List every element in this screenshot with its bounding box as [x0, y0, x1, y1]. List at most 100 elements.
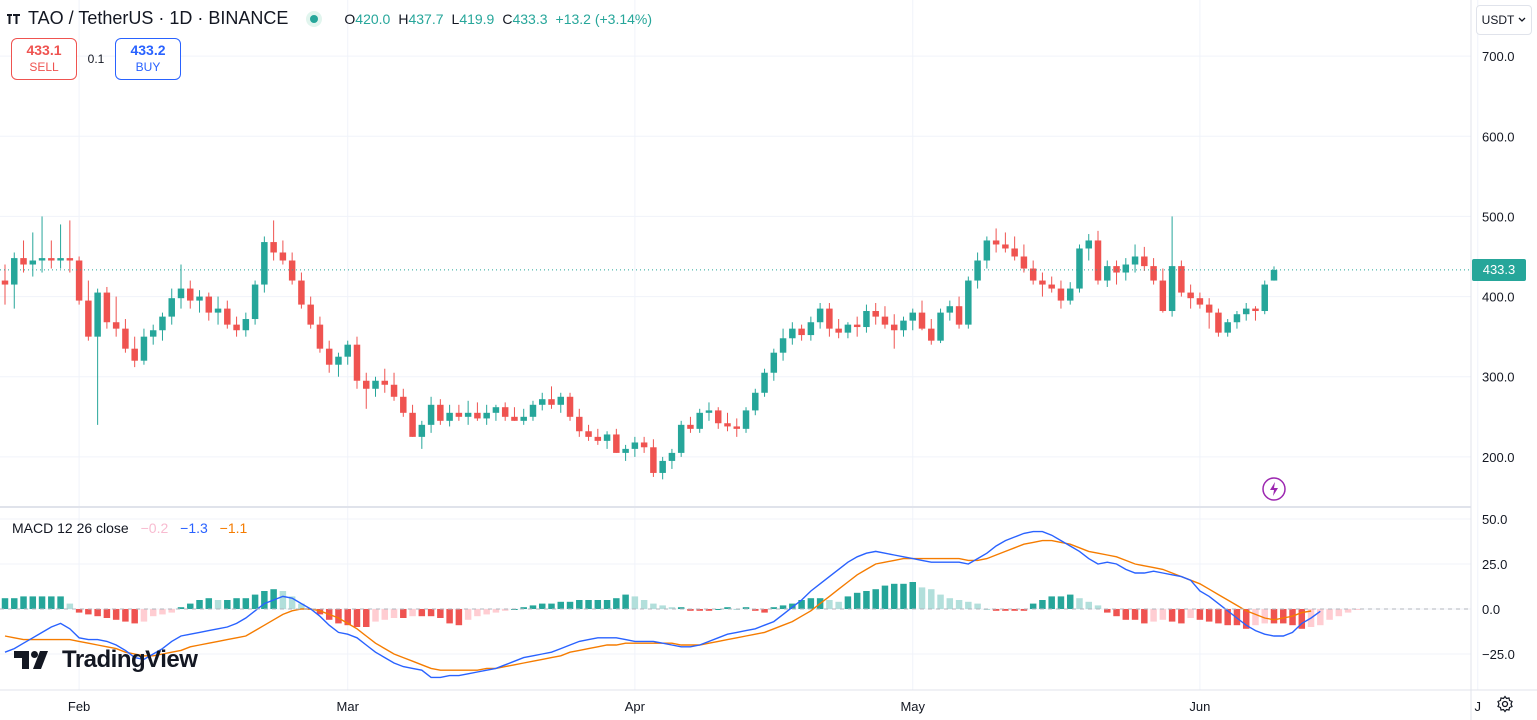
candle-body [298, 280, 305, 305]
candle-body [1, 280, 9, 285]
candle-body [344, 344, 351, 357]
macd-histogram-bar [844, 596, 852, 609]
macd-histogram-bar [29, 596, 37, 609]
candle-body [363, 380, 370, 389]
macd-histogram-bar [381, 609, 389, 620]
macd-histogram-bar [807, 598, 815, 609]
candle-body [1261, 284, 1268, 312]
symbol-title[interactable]: TAO / TetherUS · 1D · BINANCE [28, 8, 289, 28]
candle-body [1252, 308, 1259, 312]
macd-histogram-bar [224, 600, 231, 609]
macd-histogram-bar [1205, 609, 1213, 622]
candle-body [668, 452, 676, 461]
macd-histogram-bar [409, 609, 416, 617]
macd-tick-label: 0.0 [1482, 602, 1500, 617]
macd-histogram-bar [1233, 609, 1241, 626]
macd-histogram-bar [955, 600, 963, 609]
candle-body [1196, 298, 1204, 305]
candle-body [992, 240, 1000, 245]
gear-icon[interactable] [1496, 695, 1514, 713]
candle-body [1104, 266, 1111, 281]
macd-histogram-bar [881, 585, 889, 609]
candle-body [983, 240, 991, 261]
macd-histogram-bar [613, 598, 620, 609]
macd-histogram-bar [631, 596, 639, 609]
candle-body [103, 292, 111, 323]
candle-body [140, 336, 148, 361]
candle-body [353, 344, 361, 381]
candle-body [279, 252, 287, 261]
candle-body [1224, 322, 1231, 333]
macd-histogram-bar [1354, 609, 1361, 610]
macd-histogram-bar [1289, 609, 1296, 626]
macd-histogram-bar [594, 600, 602, 609]
candle-body [538, 399, 546, 405]
macd-histogram-bar [1335, 609, 1343, 617]
lightning-icon[interactable] [1262, 477, 1286, 501]
macd-histogram-bar [75, 609, 83, 613]
candle-body [261, 242, 268, 285]
macd-histogram-bar [603, 600, 611, 609]
candle-body [38, 258, 46, 261]
candle-body [622, 448, 629, 453]
macd-histogram-bar [372, 609, 379, 622]
price-tick-label: 300.0 [1482, 370, 1515, 385]
x-tick-label: Apr [625, 699, 646, 714]
x-tick-label: May [900, 699, 925, 714]
macd-histogram-bar [1057, 596, 1065, 609]
candle-body [872, 311, 879, 317]
macd-histogram-bar [1159, 609, 1167, 620]
macd-histogram-bar [335, 609, 342, 624]
macd-histogram-bar [112, 609, 120, 620]
candle-body [520, 416, 527, 421]
macd-histogram-bar [233, 598, 240, 609]
candle-body [251, 284, 259, 320]
macd-histogram-bar [1215, 609, 1222, 624]
candle-body [1094, 240, 1102, 281]
buy-button[interactable]: 433.2 BUY [115, 38, 181, 80]
candle-body [1122, 264, 1130, 273]
candle-body [94, 292, 101, 337]
macd-histogram-bar [687, 609, 694, 611]
candle-body [400, 396, 407, 413]
macd-histogram-bar [1048, 596, 1055, 609]
candle-body [288, 260, 296, 281]
chevron-down-icon [1518, 17, 1526, 22]
candle-body [122, 328, 129, 349]
macd-histogram-bar [363, 609, 370, 627]
candle-body [427, 404, 435, 425]
sell-button[interactable]: 433.1 SELL [11, 38, 77, 80]
candle-body [613, 434, 620, 453]
candle-body [928, 328, 935, 341]
macd-tick-label: 50.0 [1482, 512, 1507, 527]
tradingview-logo[interactable]: TradingView [14, 646, 198, 674]
candle-body [307, 304, 314, 325]
macd-histogram-bar [900, 583, 907, 609]
macd-line [4, 530, 1321, 679]
macd-histogram-bar [872, 589, 879, 609]
macd-histogram-bar [890, 583, 898, 609]
price-tick-label: 600.0 [1482, 129, 1515, 144]
candle-body [863, 311, 870, 328]
macd-histogram-bar [1168, 609, 1176, 622]
macd-histogram-bar [705, 609, 713, 611]
macd-histogram-bar [418, 609, 426, 617]
market-status-icon[interactable] [306, 10, 323, 27]
candle-body [1270, 269, 1278, 281]
macd-histogram-bar [177, 607, 185, 609]
macd-histogram-bar [1029, 603, 1037, 609]
macd-legend[interactable]: MACD 12 26 close −0.2 −1.3 −1.1 [12, 520, 255, 536]
candle-body [1020, 256, 1028, 269]
macd-histogram-bar [742, 607, 750, 609]
candle-body [474, 412, 481, 419]
candle-body [316, 324, 324, 349]
macd-histogram-bar [779, 605, 787, 609]
candle-body [11, 258, 18, 285]
candle-body [196, 296, 203, 301]
currency-dropdown[interactable]: USDT [1476, 5, 1532, 35]
candle-body [1215, 312, 1222, 333]
macd-histogram-bar [918, 587, 926, 609]
candle-body [529, 404, 537, 417]
